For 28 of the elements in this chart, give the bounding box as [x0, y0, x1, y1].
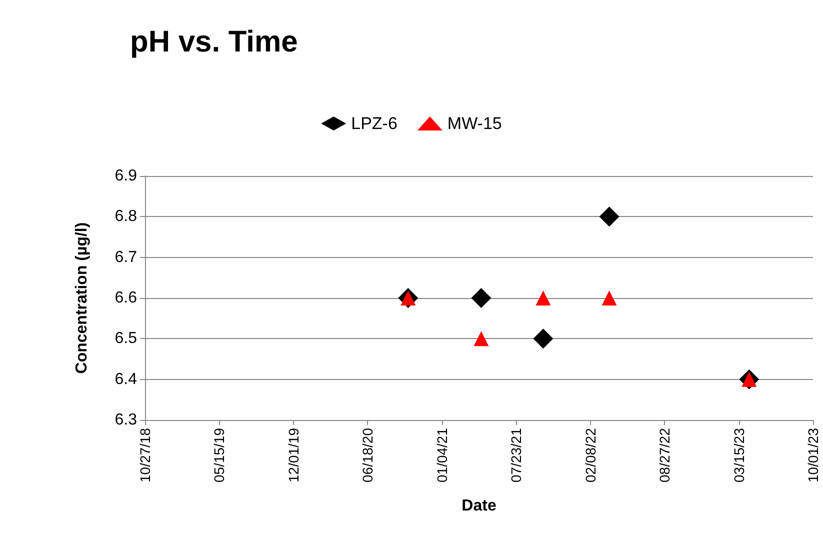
x-tick-label: 05/15/19 [211, 428, 228, 482]
x-tick-label: 12/01/19 [285, 428, 302, 482]
x-tick-label: 10/01/23 [805, 428, 821, 482]
point [599, 206, 620, 227]
y-tick-label: 6.9 [114, 168, 138, 184]
x-tick-label: 01/04/21 [434, 428, 450, 482]
x-tick-label: 06/18/20 [360, 428, 376, 482]
x-tick-label: 10/27/18 [137, 428, 153, 482]
point [533, 328, 554, 349]
chart-title: pH vs. Time [130, 26, 298, 58]
point [474, 331, 489, 346]
legend-label: MW-15 [447, 114, 502, 133]
x-axis-title: Date [462, 498, 496, 514]
point [536, 290, 551, 306]
y-tick-label: 6.6 [114, 290, 138, 306]
y-tick-label: 6.7 [114, 248, 138, 266]
point [602, 290, 617, 306]
x-tick-label: 08/27/22 [656, 428, 673, 482]
y-tick-label: 6.8 [114, 208, 138, 226]
y-axis-title: Concentration (µg/l) [74, 222, 90, 374]
x-tick-label: 03/15/23 [730, 428, 747, 482]
y-tick-label: 6.3 [114, 412, 138, 428]
point [471, 288, 492, 308]
y-tick-label: 6.5 [114, 330, 138, 348]
x-tick-label: 07/23/21 [508, 428, 524, 482]
x-tick-label: 02/08/22 [582, 428, 598, 482]
legend-label: LPZ-6 [351, 114, 398, 133]
y-tick-label: 6.4 [114, 370, 138, 388]
